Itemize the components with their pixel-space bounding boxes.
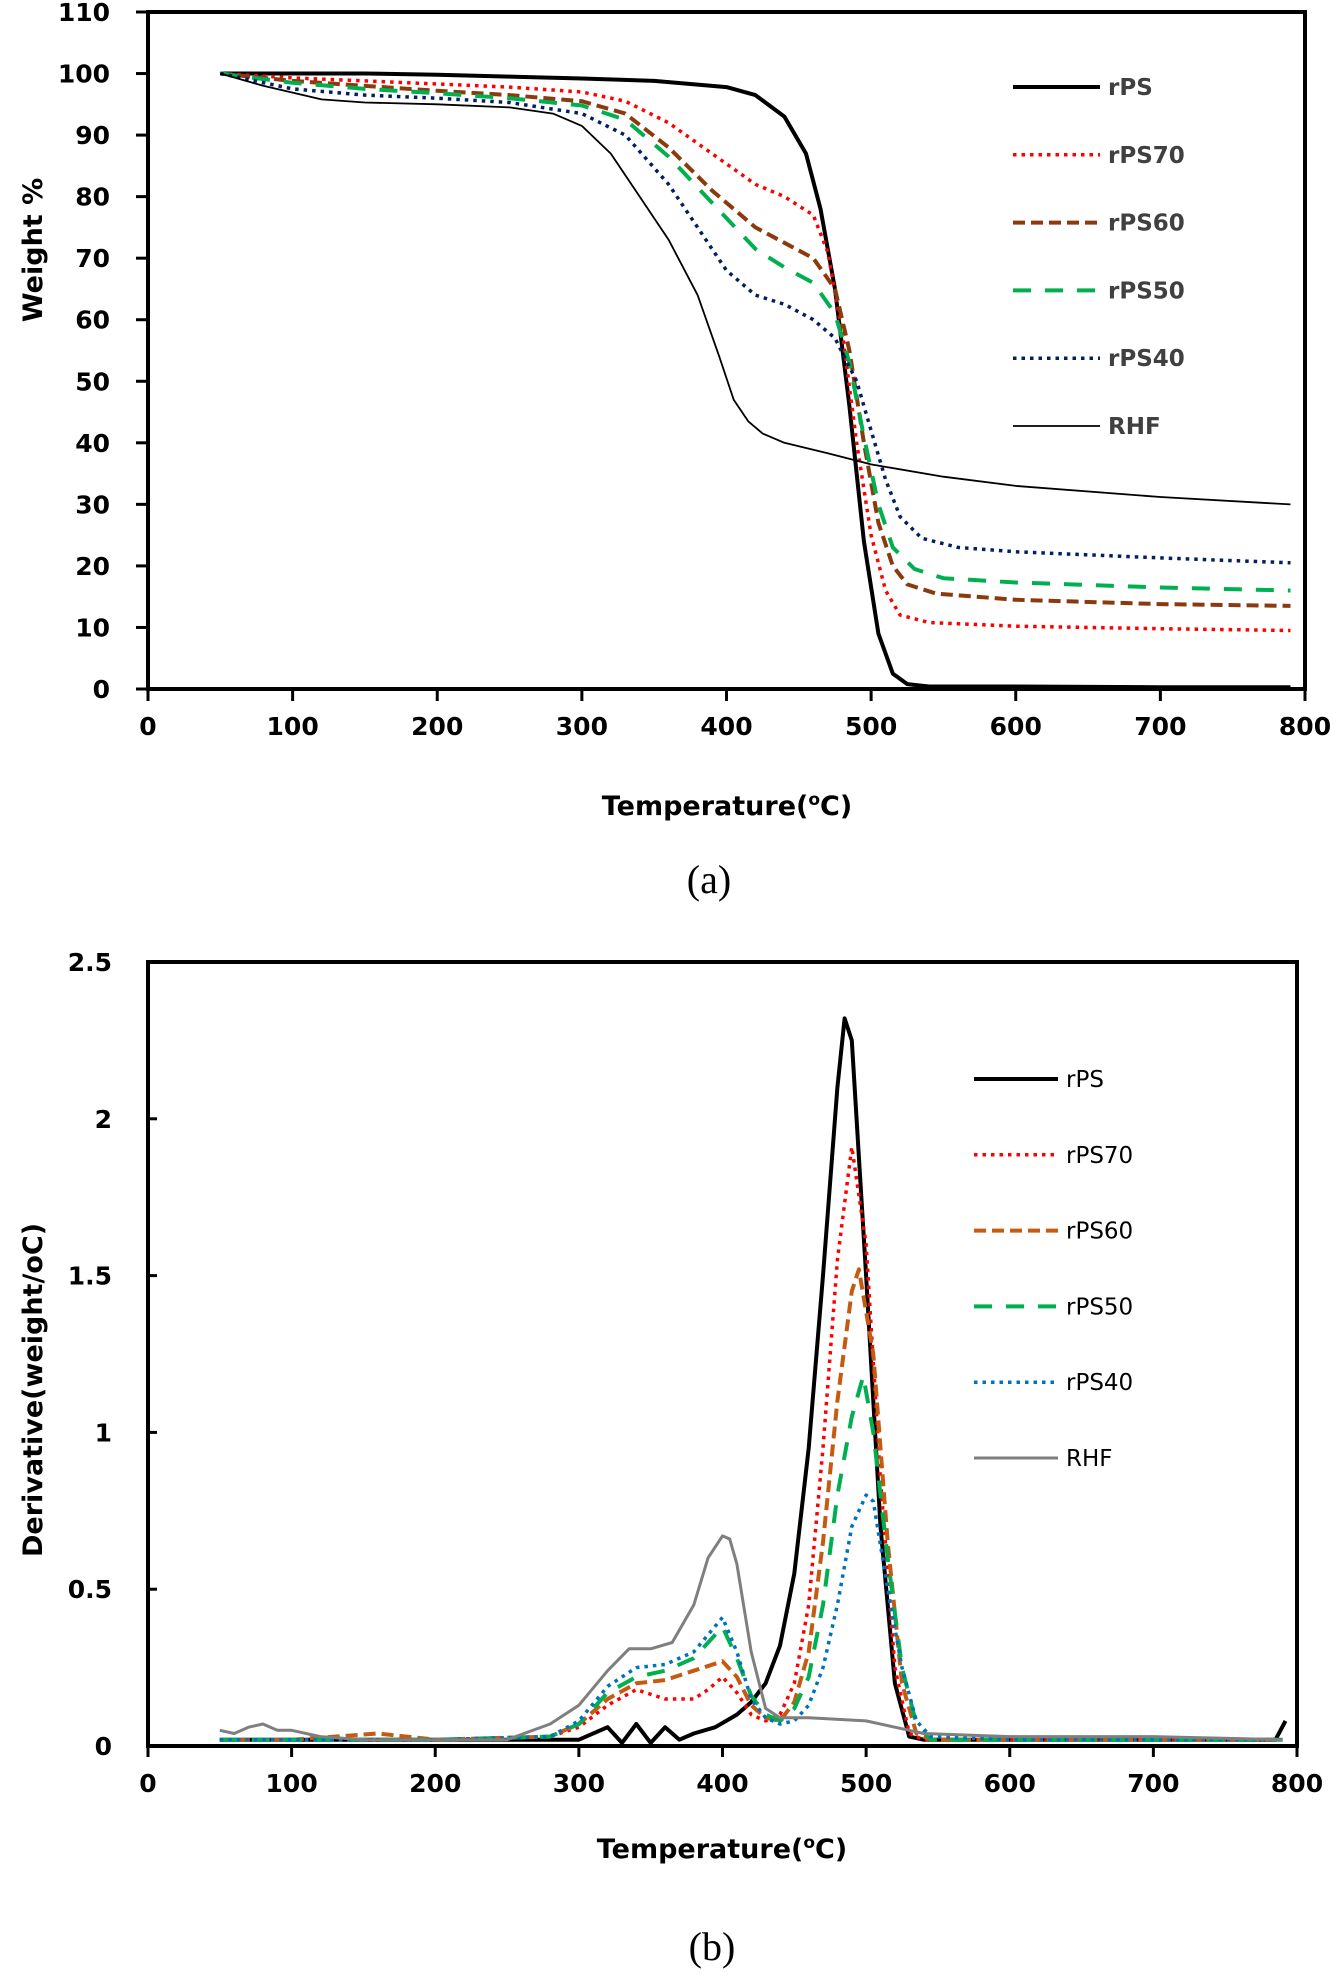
x-tick-label: 500 — [840, 1769, 892, 1798]
axes-b: 0 100 200 300 400 500 600 700 800 0 0.5 1 1.5 2 2.5 — [68, 950, 1323, 1798]
x-tick-label: 300 — [556, 712, 608, 741]
x-tick-label: 0 — [139, 712, 156, 741]
x-tick-label: 800 — [1279, 712, 1331, 741]
legend-label-rps70: rPS70 — [1066, 1143, 1133, 1169]
y-tick-label: 0 — [95, 1732, 112, 1761]
x-tick-label: 100 — [267, 712, 319, 741]
legend-a: rPS rPS70 rPS60 rPS50 rPS40 RHF — [1013, 75, 1185, 440]
x-tick-label: 500 — [845, 712, 897, 741]
y-tick-label: 100 — [58, 60, 110, 89]
legend-label-rps50: rPS50 — [1108, 278, 1185, 304]
y-tick-label: 2 — [95, 1105, 112, 1134]
series-line-rps50 — [219, 1374, 1283, 1742]
legend-label-rps40: rPS40 — [1066, 1370, 1133, 1396]
x-tick-label: 700 — [1134, 712, 1186, 741]
y-tick-label: 10 — [75, 613, 110, 642]
x-tick-label: 100 — [266, 1769, 318, 1798]
y-tick-label: 20 — [75, 552, 110, 581]
legend-label-rps60: rPS60 — [1108, 211, 1185, 237]
legend-label-rps70: rPS70 — [1108, 143, 1185, 169]
x-axis-title-sup-a: o — [808, 790, 820, 810]
legend-b: rPS rPS70 rPS60 rPS50 rPS40 RHF — [974, 1067, 1133, 1472]
series-line-rps40 — [219, 1493, 1283, 1742]
y-tick-label: 0 — [93, 675, 110, 704]
x-tick-label: 0 — [139, 1769, 156, 1798]
x-axis-title-sup-b: o — [803, 1833, 815, 1853]
legend-label-rps50: rPS50 — [1066, 1294, 1133, 1320]
chart-derivative: 0 100 200 300 400 500 600 700 800 0 0.5 1 1.5 2 2.5 rP… — [18, 950, 1323, 1969]
x-axis-title-tail-a: C) — [820, 791, 852, 822]
x-tick-label: 400 — [696, 1769, 748, 1798]
y-axis-title-b: Derivative(weight/oC) — [18, 1223, 49, 1557]
caption-b: (b) — [689, 1924, 736, 1969]
y-tick-label: 60 — [75, 306, 110, 335]
axes-a: 0 100 200 300 400 500 600 700 800 0 10 20 30 40 50 60 70… — [58, 0, 1331, 741]
x-tick-label: 200 — [409, 1769, 461, 1798]
series-line-rps60 — [219, 1267, 1283, 1742]
y-tick-label: 0.5 — [68, 1575, 112, 1604]
x-tick-label: 600 — [984, 1769, 1036, 1798]
x-tick-label: 600 — [990, 712, 1042, 741]
y-tick-label: 40 — [75, 429, 110, 458]
x-axis-title-main-b: Temperature( — [597, 1834, 804, 1865]
series-line-rps60 — [220, 71, 1291, 608]
x-tick-label: 400 — [700, 712, 752, 741]
y-tick-label: 1.5 — [68, 1262, 112, 1291]
caption-a: (a) — [687, 857, 731, 902]
x-tick-label: 300 — [553, 1769, 605, 1798]
series-group-b — [219, 1016, 1288, 1745]
legend-label-rps40: rPS40 — [1108, 346, 1185, 372]
plot-frame — [146, 960, 1299, 1748]
x-axis-title-b: Temperature(oC) — [597, 1833, 847, 1865]
x-tick-label: 200 — [411, 712, 463, 741]
series-line-rhf — [220, 72, 1291, 506]
series-line-rps — [220, 71, 1291, 690]
y-tick-label: 30 — [75, 490, 110, 519]
legend-label-rps: rPS — [1066, 1067, 1104, 1093]
y-tick-label: 1 — [95, 1418, 112, 1447]
series-line-rps50 — [220, 71, 1291, 593]
x-axis-title-tail-b: C) — [815, 1834, 847, 1865]
y-tick-label: 90 — [75, 121, 110, 150]
y-tick-label: 50 — [75, 367, 110, 396]
x-axis-title-a: Temperature(oC) — [602, 790, 852, 822]
x-tick-label: 700 — [1127, 1769, 1179, 1798]
y-axis-title-a: Weight % — [18, 178, 49, 322]
series-group-a — [219, 71, 1291, 690]
y-tick-label: 2.5 — [68, 950, 112, 977]
y-tick-label: 80 — [75, 183, 110, 212]
legend-label-rps: rPS — [1108, 75, 1153, 101]
legend-label-rps60: rPS60 — [1066, 1219, 1133, 1245]
y-tick-label: 110 — [58, 0, 110, 27]
legend-label-rhf: RHF — [1066, 1446, 1113, 1472]
chart-weight-loss: 0 100 200 300 400 500 600 700 800 0 10 20 30 40 50 60 70… — [18, 0, 1331, 902]
y-tick-label: 70 — [75, 244, 110, 273]
x-axis-title-main-a: Temperature( — [602, 791, 809, 822]
legend-label-rhf: RHF — [1108, 414, 1161, 440]
series-line-rhf — [219, 1534, 1283, 1742]
series-line-rps40 — [219, 71, 1291, 565]
x-tick-label: 800 — [1271, 1769, 1323, 1798]
